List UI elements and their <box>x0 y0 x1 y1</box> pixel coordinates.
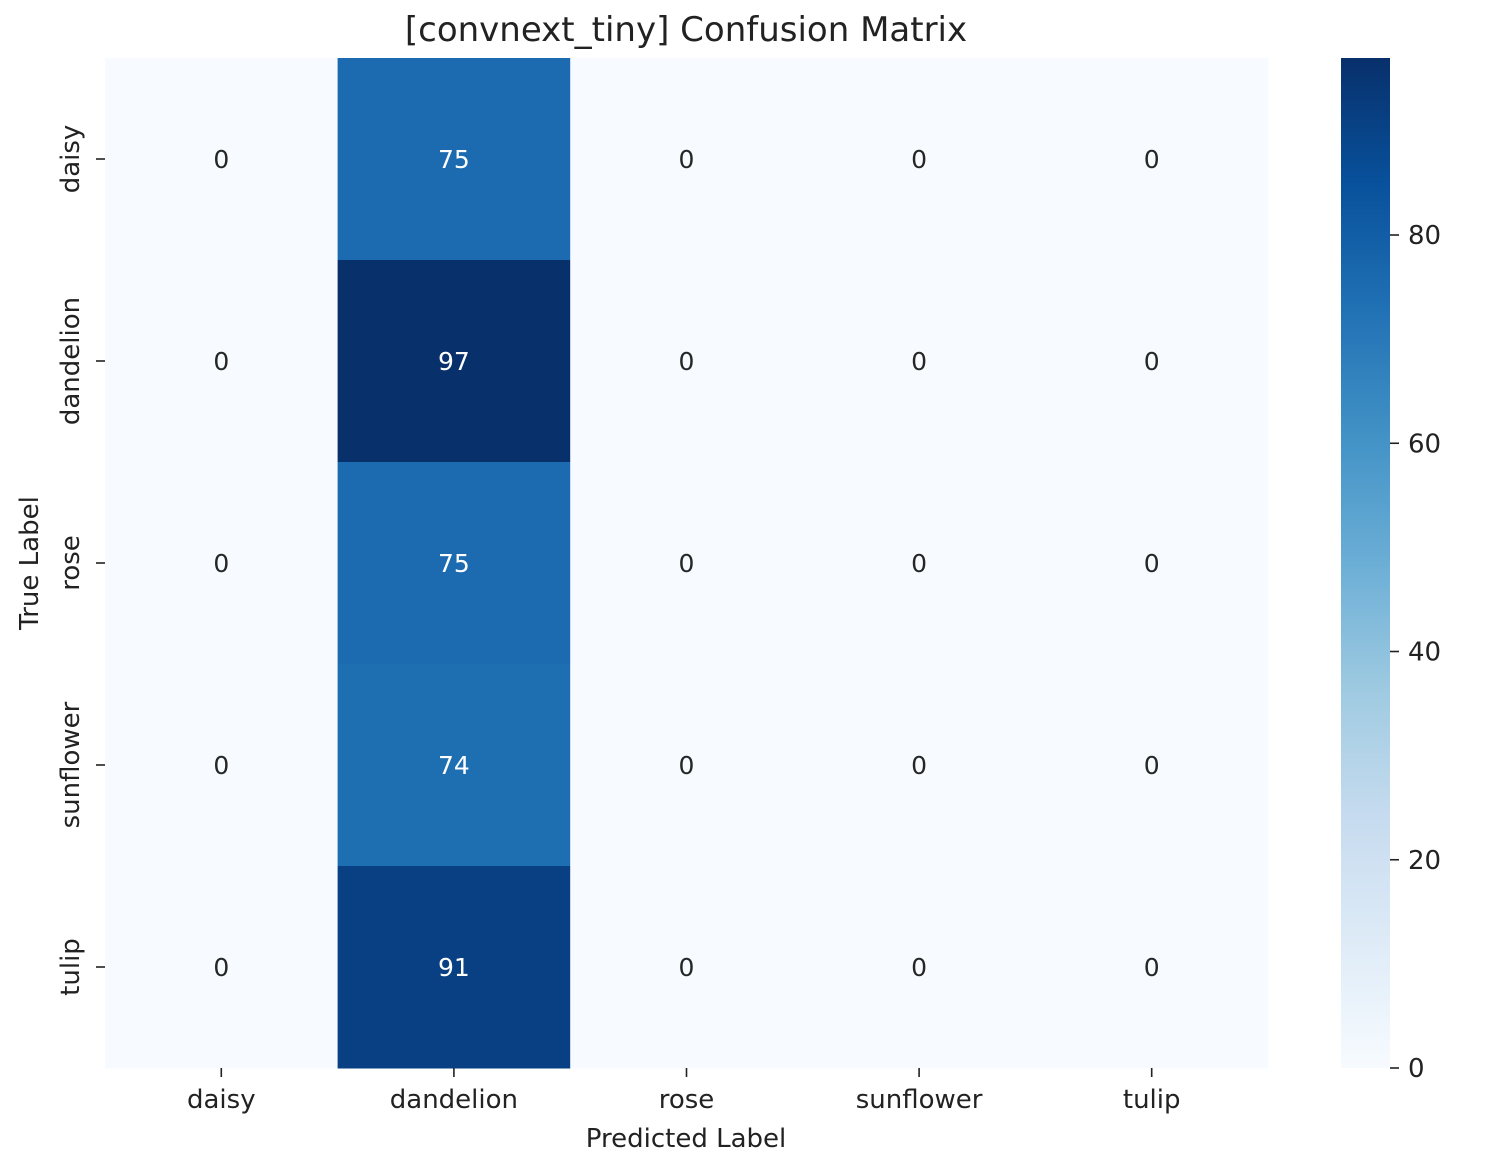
heatmap-cell-sunflower-dandelion <box>337 664 571 867</box>
cell-value-label: 91 <box>438 953 470 982</box>
cell-value-label: 0 <box>213 145 229 174</box>
chart-title: [convnext_tiny] Confusion Matrix <box>405 10 967 50</box>
cell-value-label: 0 <box>679 549 695 578</box>
heatmap-cell-tulip-daisy <box>105 866 339 1069</box>
cell-value-label: 0 <box>679 145 695 174</box>
heatmap-cell-daisy-daisy <box>105 58 339 261</box>
y-tick-label: dandelion <box>56 297 86 425</box>
cell-value-label: 0 <box>1144 347 1160 376</box>
colorbar-tick-label: 20 <box>1408 846 1441 876</box>
x-tick-label: daisy <box>187 1085 256 1115</box>
cell-value-label: 0 <box>213 751 229 780</box>
cell-value-label: 0 <box>911 751 927 780</box>
heatmap-cell-rose-daisy <box>105 462 339 665</box>
x-tick-label: dandelion <box>390 1085 518 1115</box>
x-tick-label: tulip <box>1123 1085 1181 1115</box>
heatmap-cell-rose-rose <box>570 462 804 665</box>
cell-value-label: 0 <box>1144 751 1160 780</box>
cell-value-label: 0 <box>213 953 229 982</box>
heatmap-cell-dandelion-rose <box>570 260 804 463</box>
heatmap-cell-daisy-sunflower <box>802 58 1036 261</box>
heatmap-cells <box>105 58 1269 1069</box>
heatmap-cell-labels: 0 75 0 0 0 0 97 0 0 0 0 75 0 0 0 0 74 0 0 0 0 91 0 0 0 <box>213 145 1159 982</box>
cell-value-label: 0 <box>911 347 927 376</box>
colorbar-tick-label: 0 <box>1408 1054 1425 1084</box>
cell-value-label: 0 <box>1144 953 1160 982</box>
heatmap-cell-rose-sunflower <box>802 462 1036 665</box>
colorbar-ticks: 0 20 40 60 80 <box>1390 221 1441 1084</box>
y-tick-label: sunflower <box>56 701 86 828</box>
heatmap-cell-dandelion-dandelion <box>337 260 571 463</box>
heatmap-cell-sunflower-daisy <box>105 664 339 867</box>
x-tick-label: sunflower <box>856 1085 983 1115</box>
heatmap-cell-sunflower-sunflower <box>802 664 1036 867</box>
cell-value-label: 75 <box>438 145 470 174</box>
cell-value-label: 75 <box>438 549 470 578</box>
x-tick-label: rose <box>659 1085 715 1115</box>
cell-value-label: 0 <box>911 953 927 982</box>
heatmap-cell-dandelion-sunflower <box>802 260 1036 463</box>
cell-value-label: 0 <box>679 347 695 376</box>
y-tick-label: tulip <box>56 938 86 996</box>
cell-value-label: 97 <box>438 347 470 376</box>
y-axis-ticks: daisy dandelion rose sunflower tulip <box>56 125 105 996</box>
heatmap-cell-tulip-dandelion <box>337 866 571 1069</box>
colorbar <box>1341 58 1390 1068</box>
cell-value-label: 0 <box>1144 145 1160 174</box>
colorbar-tick-label: 60 <box>1408 429 1441 459</box>
heatmap-cell-dandelion-daisy <box>105 260 339 463</box>
cell-value-label: 0 <box>679 751 695 780</box>
colorbar-tick-label: 40 <box>1408 638 1441 668</box>
x-axis-label: Predicted Label <box>586 1124 786 1154</box>
heatmap-cell-daisy-tulip <box>1035 58 1269 261</box>
y-tick-label: rose <box>56 535 86 591</box>
heatmap-cell-rose-dandelion <box>337 462 571 665</box>
heatmap-cell-tulip-rose <box>570 866 804 1069</box>
heatmap-cell-dandelion-tulip <box>1035 260 1269 463</box>
heatmap-cell-daisy-rose <box>570 58 804 261</box>
cell-value-label: 0 <box>1144 549 1160 578</box>
heatmap-cell-sunflower-tulip <box>1035 664 1269 867</box>
cell-value-label: 0 <box>213 549 229 578</box>
cell-value-label: 74 <box>438 751 470 780</box>
y-tick-label: daisy <box>56 125 86 194</box>
heatmap-cell-sunflower-rose <box>570 664 804 867</box>
heatmap-cell-tulip-sunflower <box>802 866 1036 1069</box>
y-axis-label: True Label <box>15 496 45 631</box>
heatmap-cell-rose-tulip <box>1035 462 1269 665</box>
cell-value-label: 0 <box>911 549 927 578</box>
cell-value-label: 0 <box>213 347 229 376</box>
cell-value-label: 0 <box>679 953 695 982</box>
heatmap-cell-daisy-dandelion <box>337 58 571 261</box>
x-axis-ticks: daisy dandelion rose sunflower tulip <box>187 1068 1181 1115</box>
heatmap-cell-tulip-tulip <box>1035 866 1269 1069</box>
cell-value-label: 0 <box>911 145 927 174</box>
colorbar-tick-label: 80 <box>1408 221 1441 251</box>
